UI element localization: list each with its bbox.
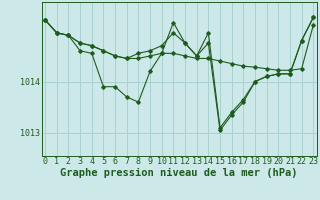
X-axis label: Graphe pression niveau de la mer (hPa): Graphe pression niveau de la mer (hPa) — [60, 168, 298, 178]
